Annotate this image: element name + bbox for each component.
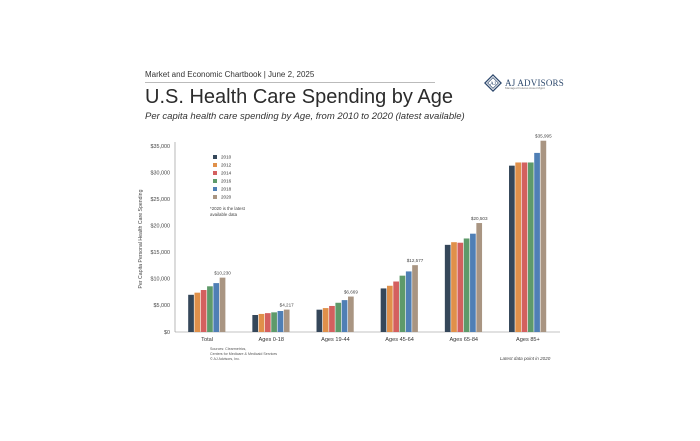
bar [213,283,220,332]
bar [405,271,412,332]
bar [470,233,476,332]
bar [509,165,515,332]
legend-swatch [213,155,217,159]
chartbook-header: Market and Economic Chartbook | June 2, … [145,70,315,79]
y-tick-label: $20,000 [151,224,171,230]
sources-line-1: Sources: Clearmetrics, [210,347,247,351]
copyright: © AJ Advisors, Inc. [210,357,241,361]
bar [412,265,418,332]
data-label: $35,995 [535,134,552,139]
bar [348,296,354,332]
bar [527,162,534,332]
bar [457,242,464,332]
bar [335,302,342,332]
bar [271,312,277,332]
bar [380,288,387,332]
data-label: $20,503 [471,216,488,221]
sources-note: Sources: Clearmetrics, Centers for Medic… [210,347,277,362]
bar [194,292,201,332]
bar [476,223,483,332]
bar [521,162,528,332]
y-tick-label: $0 [164,330,170,336]
legend-label: 2012 [221,163,232,168]
x-tick-label: Ages 65-84 [449,337,478,343]
x-tick-label: Ages 85+ [516,337,540,343]
x-tick-label: Ages 0-18 [259,337,285,343]
bar [200,290,207,332]
bar [258,313,265,332]
data-label: $6,669 [344,290,358,295]
bar [451,242,457,332]
bar [463,238,470,332]
brand-name: AJ ADVISORS [505,78,564,88]
page-title: U.S. Health Care Spending by Age [145,86,453,108]
legend-label: 2010 [221,155,232,160]
bar [540,140,547,332]
bar [283,309,290,332]
brand-logo: AJ AJ ADVISORS [484,74,564,92]
bar [322,308,329,332]
data-label: $4,217 [280,303,294,308]
x-tick-label: Ages 19-44 [321,337,350,343]
aj-advisors-logo-icon: AJ [484,74,502,92]
x-tick-label: Ages 45-64 [385,337,414,343]
y-tick-label: $5,000 [154,303,171,309]
bar [316,309,323,332]
bar [188,294,194,332]
legend-swatch [213,179,217,183]
bar [341,300,348,332]
latest-data-note: Latest data point in 2020 [500,356,551,361]
y-tick-label: $25,000 [151,197,171,203]
bar [393,281,399,332]
page-subtitle: Per capita health care spending by Age, … [145,111,465,122]
legend-note: *2020 is the latest [210,206,246,211]
legend-label: 2016 [221,179,232,184]
header-divider [145,82,435,83]
svg-text:AJ: AJ [490,81,496,87]
y-tick-label: $15,000 [151,250,171,256]
legend-label: 2018 [221,187,232,192]
legend-note: available data [210,212,238,217]
data-label: $12,577 [407,258,424,263]
bar [207,286,213,332]
legend-swatch [213,187,217,191]
bar [386,285,393,332]
bar [277,311,284,332]
bar [399,275,406,332]
legend-swatch [213,163,217,167]
legend-label: 2020 [221,195,232,200]
y-tick-label: $10,000 [151,277,171,283]
legend-swatch [213,171,217,175]
bar [252,314,259,332]
bar [534,152,540,332]
bar [329,305,335,332]
sources-line-2: Centers for Medicare & Medicaid Services [210,352,278,356]
bar [444,244,451,332]
bar [264,313,271,332]
x-tick-label: Total [201,337,213,343]
bar [515,162,522,332]
data-label: $10,230 [214,271,231,276]
y-axis-label: Per Capita Personal Health Care Spending [138,189,144,288]
bar [219,277,226,332]
legend-swatch [213,195,217,199]
legend-label: 2014 [221,171,232,176]
y-tick-label: $35,000 [151,144,171,150]
brand-tagline: Managed Futures Asset Mgmt [505,86,546,90]
y-tick-label: $30,000 [151,170,171,176]
